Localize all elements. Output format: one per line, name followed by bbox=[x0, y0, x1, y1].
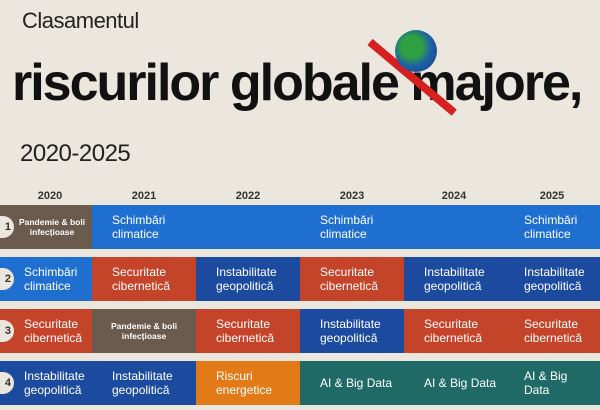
risk-cell-climate: Schimbări climatice bbox=[92, 205, 196, 249]
title-line-1: Clasamentul bbox=[22, 8, 139, 33]
risk-cell-geopolitics: Instabilitate geopolitică bbox=[0, 361, 92, 405]
rank-number: 1 bbox=[0, 216, 14, 238]
risk-cell-cyber: Securitate cibernetică bbox=[92, 257, 196, 301]
risk-cell-cyber: Securitate cibernetică bbox=[0, 309, 92, 353]
title-years: 2020-2025 bbox=[20, 140, 131, 167]
year-label-2024: 2024 bbox=[441, 190, 467, 202]
rank-number: 3 bbox=[0, 320, 14, 342]
risk-cell-cyber: Securitate cibernetică bbox=[196, 309, 300, 353]
year-label-2023: 2023 bbox=[339, 190, 365, 202]
risk-cell-climate: Schimbări climatice bbox=[300, 205, 404, 249]
rank-number: 4 bbox=[0, 372, 14, 394]
risk-cell-climate bbox=[196, 205, 300, 249]
risk-cell-geopolitics: Instabilitate geopolitică bbox=[404, 257, 504, 301]
risk-cell-climate: Schimbări climatice bbox=[0, 257, 92, 301]
title-main: riscurilor globale majore, bbox=[12, 54, 583, 112]
risk-cell-ai: AI & Big Data bbox=[404, 361, 504, 405]
risk-cell-cyber: Securitate cibernetică bbox=[300, 257, 404, 301]
year-label-2022: 2022 bbox=[235, 190, 261, 202]
globe-icon bbox=[395, 30, 437, 72]
risk-cell-ai: AI & Big Data bbox=[504, 361, 600, 405]
risk-cell-climate bbox=[404, 205, 504, 249]
risk-cell-cyber: Securitate cibernetică bbox=[504, 309, 600, 353]
rank-number: 2 bbox=[0, 268, 14, 290]
risk-cell-ai: AI & Big Data bbox=[300, 361, 404, 405]
risk-cell-energy: Riscuri energetice bbox=[196, 361, 300, 405]
risk-cell-cyber: Securitate cibernetică bbox=[404, 309, 504, 353]
year-label-2025: 2025 bbox=[539, 190, 565, 202]
risk-cell-pandemic: Pandemie & boli infecțioase bbox=[92, 309, 196, 353]
risk-cell-geopolitics: Instabilitate geopolitică bbox=[504, 257, 600, 301]
risk-cell-climate: Schimbări climatice bbox=[504, 205, 600, 249]
risk-cell-geopolitics: Instabilitate geopolitică bbox=[196, 257, 300, 301]
year-label-2020: 2020 bbox=[37, 190, 63, 202]
year-label-2021: 2021 bbox=[131, 190, 157, 202]
risk-cell-geopolitics: Instabilitate geopolitică bbox=[92, 361, 196, 405]
risk-cell-pandemic: Pandemie & boli infecțioase bbox=[0, 205, 92, 249]
risk-cell-geopolitics: Instabilitate geopolitică bbox=[300, 309, 404, 353]
